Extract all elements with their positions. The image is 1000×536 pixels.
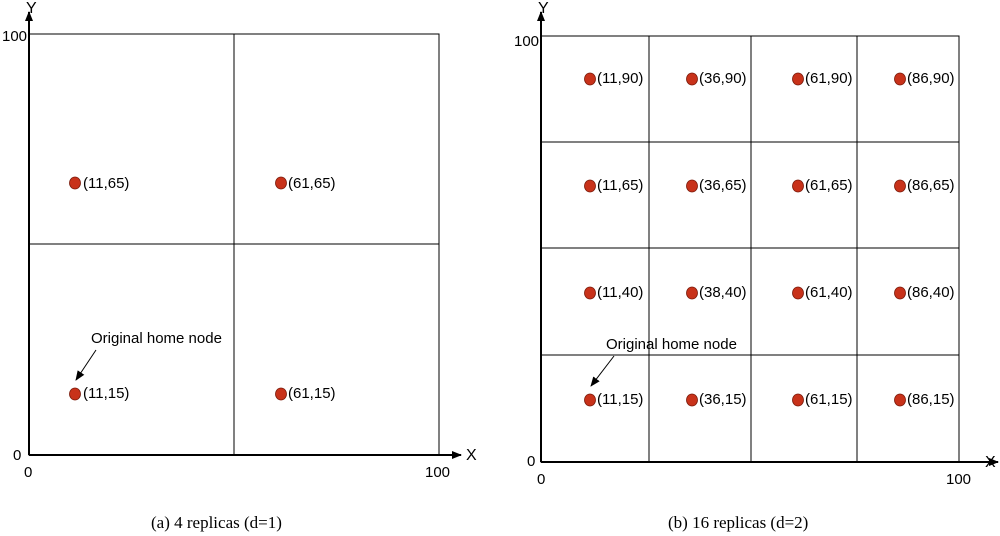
- panel-b-y-max-tick: 100: [514, 33, 539, 50]
- panel-a-y-axis-label: Y: [26, 0, 37, 17]
- node-label: (11,40): [597, 284, 643, 301]
- node-marker: [584, 286, 596, 300]
- node-label: (86,65): [907, 177, 955, 194]
- node-marker: [275, 176, 287, 190]
- panel-a-x-origin-tick: 0: [24, 464, 32, 481]
- panel-b-node: (61,40): [792, 284, 853, 301]
- node-marker: [686, 286, 698, 300]
- node-label: (11,65): [597, 177, 643, 194]
- panel-a-home-node-arrow: [75, 349, 97, 381]
- node-label: (86,40): [907, 284, 955, 301]
- node-label: (61,15): [288, 385, 336, 402]
- panel-b-node: (36,15): [686, 391, 747, 408]
- panel-a-y-origin-tick: 0: [13, 447, 21, 464]
- node-label: (11,65): [83, 175, 129, 192]
- panel-a-node: (11,15): [69, 385, 129, 402]
- panel-a: Y X 100 0 0 100 (11,65) (61,65) (11,15) …: [2, 0, 477, 532]
- node-marker: [275, 387, 287, 401]
- panel-b-node: (11,15): [584, 391, 643, 408]
- node-label: (11,90): [597, 70, 643, 87]
- node-marker: [686, 72, 698, 86]
- node-label: (61,90): [805, 70, 853, 87]
- node-label: (61,65): [288, 175, 336, 192]
- panel-a-node: (61,65): [275, 175, 336, 192]
- panel-b-y-axis-label: Y: [538, 0, 549, 17]
- panel-a-x-axis-label: X: [466, 447, 477, 464]
- panel-b-node: (61,65): [792, 177, 853, 194]
- panel-a-y-max-tick: 100: [2, 28, 27, 45]
- panel-b-caption: (b) 16 replicas (d=2): [668, 513, 808, 532]
- panel-b-home-node-arrow: [590, 355, 615, 387]
- panel-a-x-max-tick: 100: [425, 464, 450, 481]
- panel-b-grid-border: [540, 35, 960, 463]
- node-marker: [894, 393, 906, 407]
- panel-b-node: (61,15): [792, 391, 853, 408]
- panel-b-node: (11,40): [584, 284, 643, 301]
- panel-b-node: (38,40): [686, 284, 747, 301]
- panel-a-node: (11,65): [69, 175, 129, 192]
- panel-b-node: (36,65): [686, 177, 747, 194]
- node-label: (61,40): [805, 284, 853, 301]
- panel-b: Y X 100 0 0 100 (11,90) (36,90) (61,90) …: [514, 0, 999, 532]
- node-marker: [686, 393, 698, 407]
- panel-a-node: (61,15): [275, 385, 336, 402]
- node-label: (36,65): [699, 177, 747, 194]
- node-marker: [584, 393, 596, 407]
- node-marker: [584, 72, 596, 86]
- panel-b-node: (86,65): [894, 177, 955, 194]
- node-label: (38,40): [699, 284, 747, 301]
- node-marker: [792, 393, 804, 407]
- panel-b-x-axis-label: X: [985, 454, 996, 471]
- node-marker: [792, 286, 804, 300]
- node-label: (11,15): [597, 391, 643, 408]
- panel-b-home-node-annotation: Original home node: [606, 336, 737, 353]
- node-label: (86,15): [907, 391, 955, 408]
- node-marker: [792, 179, 804, 193]
- node-marker: [894, 179, 906, 193]
- node-label: (36,90): [699, 70, 747, 87]
- node-marker: [894, 72, 906, 86]
- node-marker: [69, 387, 81, 401]
- node-label: (61,65): [805, 177, 853, 194]
- node-marker: [792, 72, 804, 86]
- panel-b-x-origin-tick: 0: [537, 471, 545, 488]
- panel-b-node: (86,40): [894, 284, 955, 301]
- panel-b-node: (86,90): [894, 70, 955, 87]
- panel-b-node: (36,90): [686, 70, 747, 87]
- panel-b-node: (86,15): [894, 391, 955, 408]
- panel-b-y-origin-tick: 0: [527, 453, 535, 470]
- node-label: (36,15): [699, 391, 747, 408]
- node-marker: [686, 179, 698, 193]
- node-marker: [894, 286, 906, 300]
- panel-a-caption: (a) 4 replicas (d=1): [151, 513, 282, 532]
- node-marker: [69, 176, 81, 190]
- node-marker: [584, 179, 596, 193]
- node-label: (61,15): [805, 391, 853, 408]
- panel-b-node: (61,90): [792, 70, 853, 87]
- panel-b-x-max-tick: 100: [946, 471, 971, 488]
- panel-b-node: (11,90): [584, 70, 643, 87]
- panel-a-home-node-annotation: Original home node: [91, 330, 222, 347]
- node-label: (86,90): [907, 70, 955, 87]
- node-label: (11,15): [83, 385, 129, 402]
- panel-b-node: (11,65): [584, 177, 643, 194]
